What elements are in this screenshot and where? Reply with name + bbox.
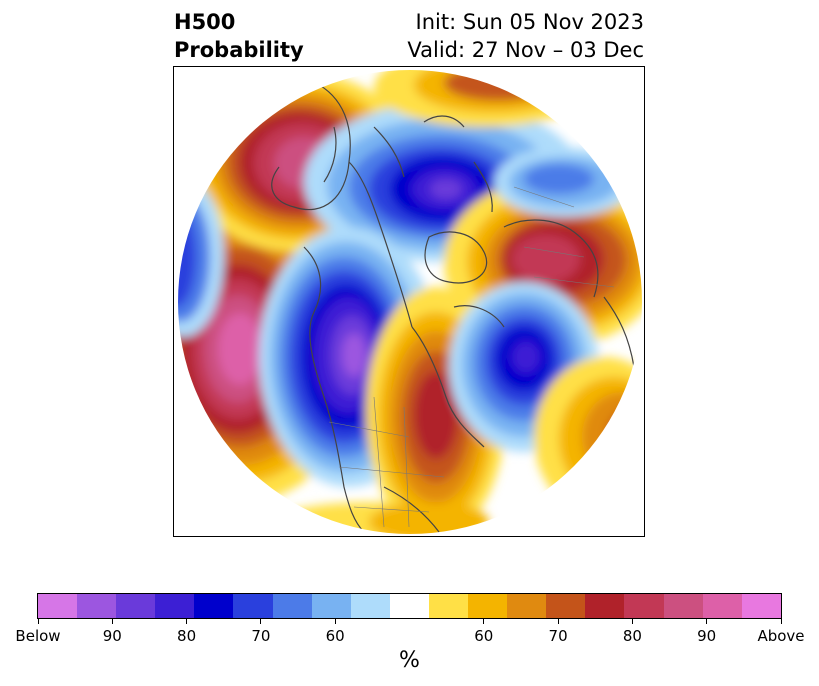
- colorbar-tick-mark: [37, 619, 39, 624]
- colorbar-tick-mark: [186, 619, 188, 624]
- colorbar-segment: [77, 594, 117, 618]
- colorbar-tick-label: 80: [177, 627, 197, 645]
- colorbar-segment: [468, 594, 508, 618]
- colorbar-segment: [116, 594, 156, 618]
- colorbar-segment: [272, 594, 312, 618]
- colorbar-tick-label: 90: [697, 627, 717, 645]
- colorbar-tick-mark: [780, 619, 782, 624]
- map-subtitle: Init: Sun 05 Nov 2023 Valid: 27 Nov – 03…: [407, 8, 644, 64]
- anomaly-south-band-above: [264, 502, 489, 534]
- map-panel: [173, 66, 645, 537]
- colorbar-tick-label: 60: [325, 627, 345, 645]
- colorbar-segment: [741, 594, 781, 618]
- title-line-2: Probability: [174, 38, 304, 62]
- probability-map: [178, 70, 642, 534]
- colorbar-tick-label: Below: [15, 627, 61, 645]
- colorbar-segment: [624, 594, 664, 618]
- colorbar-unit-label: %: [399, 648, 420, 673]
- colorbar-segment: [233, 594, 273, 618]
- colorbar-segment: [389, 594, 429, 618]
- colorbar-segment: [663, 594, 703, 618]
- init-date: Init: Sun 05 Nov 2023: [415, 10, 644, 34]
- colorbar-segment: [194, 594, 234, 618]
- colorbar-segment: [546, 594, 586, 618]
- colorbar: [37, 593, 782, 619]
- colorbar-tick-mark: [631, 619, 633, 624]
- map-title: H500 Probability: [174, 8, 304, 64]
- colorbar-segment: [350, 594, 390, 618]
- country-borders: [328, 186, 615, 528]
- colorbar-segment: [155, 594, 195, 618]
- colorbar-tick-mark: [706, 619, 708, 624]
- valid-date-range: Valid: 27 Nov – 03 Dec: [407, 38, 644, 62]
- colorbar-tick-label: Above: [757, 627, 805, 645]
- colorbar-segment: [507, 594, 547, 618]
- colorbar-segment: [38, 594, 78, 618]
- colorbar-tick-mark: [111, 619, 113, 624]
- colorbar-segment: [585, 594, 625, 618]
- colorbar-tick-label: 70: [251, 627, 271, 645]
- anomaly-east-siberia-below: [494, 147, 634, 217]
- colorbar-tick-label: 70: [548, 627, 568, 645]
- colorbar-tick-mark: [557, 619, 559, 624]
- colorbar-segment: [311, 594, 351, 618]
- colorbar-tick-label: 90: [102, 627, 122, 645]
- colorbar-tick-label: 60: [474, 627, 494, 645]
- colorbar-tick-mark: [483, 619, 485, 624]
- colorbar-segment: [702, 594, 742, 618]
- colorbar-tick-mark: [260, 619, 262, 624]
- colorbar-tick-label: 80: [622, 627, 642, 645]
- colorbar-segment: [428, 594, 469, 618]
- colorbar-tick-mark: [334, 619, 336, 624]
- title-line-1: H500: [174, 10, 236, 34]
